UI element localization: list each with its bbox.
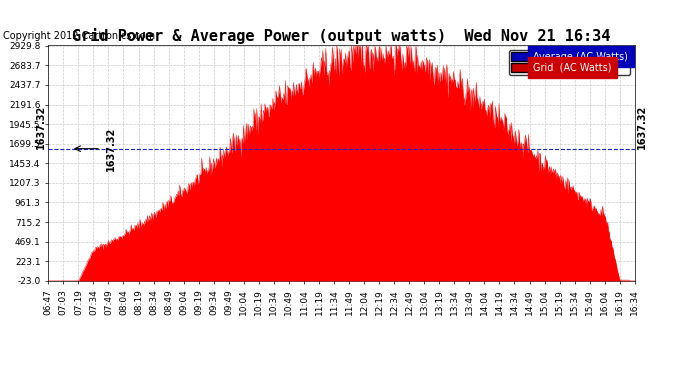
Legend: Average (AC Watts), Grid  (AC Watts): Average (AC Watts), Grid (AC Watts) xyxy=(509,50,630,75)
Text: 1637.32: 1637.32 xyxy=(36,104,46,148)
Text: Copyright 2012 Cartronics.com: Copyright 2012 Cartronics.com xyxy=(3,32,155,41)
Text: 1637.32: 1637.32 xyxy=(106,126,115,171)
Text: 1637.32: 1637.32 xyxy=(638,104,647,148)
Title: Grid Power & Average Power (output watts)  Wed Nov 21 16:34: Grid Power & Average Power (output watts… xyxy=(72,28,611,44)
